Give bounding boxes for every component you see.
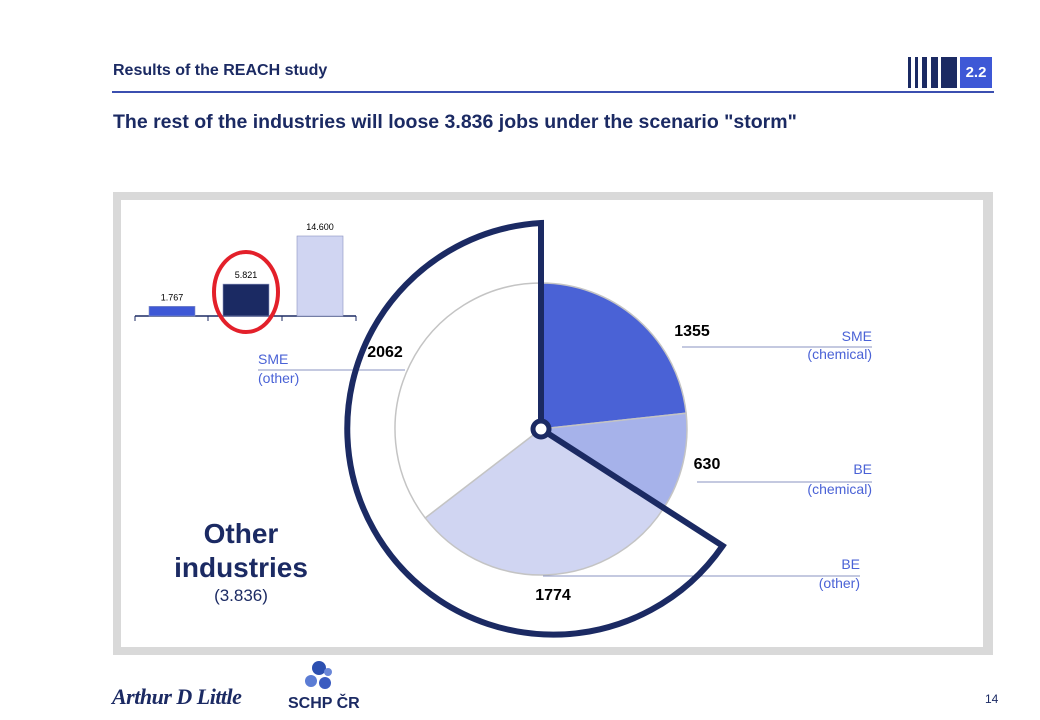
bar-value-label: 14.600 [306,222,334,232]
logo-dot [319,677,331,689]
pie-slice [424,428,665,576]
section-tab-bar [922,57,927,88]
schp-logo-text: SCHP ČR [288,693,360,712]
slice-category-sublabel: (chemical) [807,346,872,362]
pie-slice [538,412,688,510]
section-tab-bar [941,57,957,88]
highlight-circle [212,250,280,335]
logo-dot [305,675,317,687]
pie-slice [540,282,687,430]
logo-dot [312,661,326,675]
pie-slice [394,282,542,519]
callout-value: (3.836) [214,586,268,605]
section-tab-bar [931,57,938,88]
slice-category-sublabel: (chemical) [807,481,872,497]
slice-value-label: 1774 [535,587,571,604]
slice-value-label: 630 [694,456,721,473]
slice-category-label: BE [853,461,872,477]
bar-value-label: 1.767 [161,292,184,302]
page-number: 14 [985,692,999,706]
callout-title-line1: Other [204,518,279,549]
slice-value-label: 1355 [674,323,710,340]
bar [296,235,344,317]
bar [148,306,196,317]
bar [222,283,270,317]
slice-category-label: BE [841,556,860,572]
header-divider [112,91,994,93]
job-loss-pie-chart: 1355 SME (chemical) 630 BE (chemical) 1774 BE (o… [258,219,872,638]
section-number-badge: 2.2 [960,57,992,88]
section-tab-bar [915,57,918,88]
pie-center-marker [530,418,552,440]
slice-category-sublabel: (other) [258,370,299,386]
callout-title-line2: industries [174,552,308,583]
slice-category-label: SME [258,351,288,367]
slice-category-label: SME [842,328,872,344]
schp-logo: SCHP ČR [288,661,360,712]
slice-value-label: 2062 [367,344,403,361]
other-industries-outline [344,219,727,638]
arthur-d-little-logo: Arthur D Little [112,684,242,709]
page-title: The rest of the industries will loose 3.… [113,111,797,133]
bar-value-label: 5.821 [235,270,258,280]
section-title: Results of the REACH study [113,62,328,79]
section-tab-bar [908,57,911,88]
job-loss-bar-chart: 1.767 5.821 14.600 [134,222,357,335]
slice-category-sublabel: (other) [819,575,860,591]
logo-dot [324,668,332,676]
